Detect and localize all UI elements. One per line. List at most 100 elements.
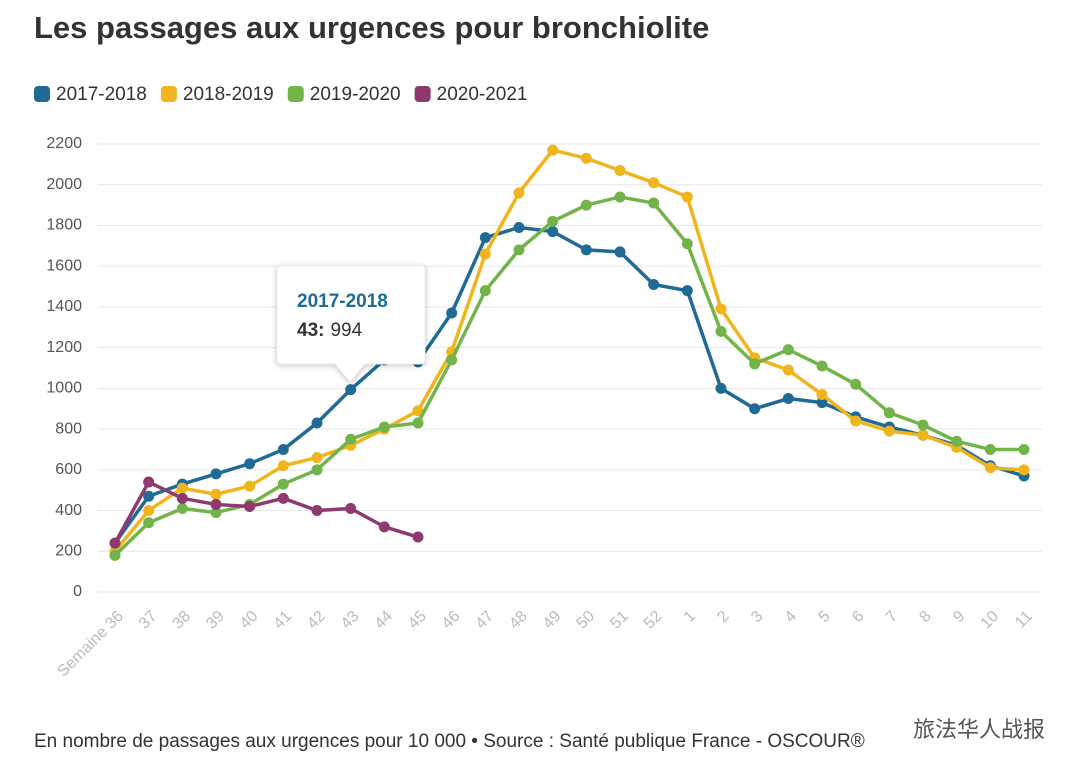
x-tick-label: 41 — [271, 608, 296, 633]
data-point — [210, 468, 222, 480]
y-tick-label: 1200 — [46, 339, 82, 356]
data-point — [210, 498, 222, 510]
data-point — [479, 232, 491, 244]
y-tick-label: 1000 — [46, 380, 82, 397]
x-tick-label: 4 — [782, 608, 800, 626]
x-tick-label: 43 — [338, 608, 363, 633]
data-point — [378, 421, 390, 433]
data-point — [176, 482, 188, 494]
data-point — [782, 393, 794, 405]
data-point — [681, 238, 693, 250]
x-tick-label: 52 — [641, 608, 666, 633]
x-tick-label: 48 — [506, 608, 531, 633]
data-point — [984, 443, 996, 455]
y-tick-label: 0 — [73, 583, 82, 600]
x-tick-label: 37 — [136, 608, 161, 633]
x-tick-label: 44 — [372, 608, 397, 633]
data-point — [176, 492, 188, 504]
data-point — [547, 215, 559, 227]
x-tick-label: 2 — [714, 608, 732, 626]
data-point — [816, 360, 828, 372]
x-tick-label: 38 — [170, 608, 195, 633]
data-point — [143, 505, 155, 517]
legend-label: 2020-2021 — [437, 84, 528, 105]
x-tick-label: 9 — [950, 608, 968, 626]
series-line — [113, 225, 1025, 545]
data-point — [782, 344, 794, 356]
x-tick-label: 10 — [978, 608, 1003, 633]
x-tick-label: 1 — [681, 608, 699, 626]
data-point — [580, 244, 592, 256]
y-tick-label: 1800 — [46, 217, 82, 234]
x-tick-label: 11 — [1012, 608, 1036, 632]
x-tick-label: 42 — [304, 608, 329, 633]
data-point — [479, 285, 491, 297]
legend-swatch — [160, 86, 177, 102]
y-tick-label: 600 — [55, 461, 82, 478]
y-tick-label: 2000 — [46, 176, 82, 193]
data-point — [782, 364, 794, 376]
data-point — [547, 226, 559, 238]
data-point — [143, 476, 155, 488]
data-point — [614, 164, 626, 176]
data-point — [580, 199, 592, 211]
legend-label: 2017-2018 — [56, 84, 147, 105]
data-point — [749, 358, 761, 370]
data-point — [143, 490, 155, 502]
data-point — [1018, 464, 1030, 476]
data-point — [883, 407, 895, 419]
series-line — [113, 195, 1024, 557]
data-point — [580, 152, 592, 164]
x-tick-label: 39 — [203, 608, 228, 633]
data-point — [345, 384, 357, 396]
x-tick-label: 40 — [237, 608, 262, 633]
data-point — [210, 507, 222, 519]
data-point — [277, 478, 289, 490]
data-point — [648, 279, 660, 291]
data-point — [681, 285, 693, 297]
x-tick-label: 5 — [815, 608, 833, 626]
data-point — [513, 187, 525, 199]
data-point — [412, 417, 424, 429]
data-point — [715, 303, 727, 315]
tooltip-label: 43: — [297, 320, 324, 341]
y-tick-label: 1400 — [46, 298, 82, 315]
x-tick-label: 51 — [607, 608, 632, 633]
x-tick-label: Semaine 36 — [54, 608, 126, 680]
x-tick-label: 8 — [916, 608, 934, 626]
x-tick-label: 7 — [883, 608, 901, 626]
data-point — [850, 378, 862, 390]
series-line — [113, 480, 419, 544]
legend-label: 2019-2020 — [310, 84, 401, 105]
data-point — [917, 419, 929, 431]
data-point — [311, 417, 323, 429]
data-point — [244, 480, 256, 492]
data-point — [513, 221, 525, 233]
data-point — [109, 537, 121, 549]
data-point — [816, 388, 828, 400]
data-point — [648, 197, 660, 209]
x-tick-label: 3 — [748, 608, 766, 626]
data-point — [917, 429, 929, 441]
data-point — [816, 397, 828, 409]
y-tick-label: 800 — [55, 420, 82, 437]
x-tick-label: 47 — [473, 608, 498, 633]
x-tick-label: 46 — [439, 608, 464, 633]
x-tick-label: 45 — [405, 608, 430, 633]
y-tick-label: 2200 — [46, 135, 82, 152]
x-tick-label: 6 — [849, 608, 867, 626]
data-point — [1018, 443, 1030, 455]
x-tick-label: 49 — [540, 608, 565, 633]
data-point — [244, 500, 256, 512]
data-point — [109, 549, 121, 561]
data-point — [648, 177, 660, 189]
data-point — [311, 464, 323, 476]
data-point — [143, 517, 155, 529]
data-point — [176, 503, 188, 515]
tooltip-value: 994 — [330, 320, 362, 341]
data-point — [681, 191, 693, 203]
legend-swatch — [414, 86, 431, 102]
data-point — [951, 435, 963, 447]
